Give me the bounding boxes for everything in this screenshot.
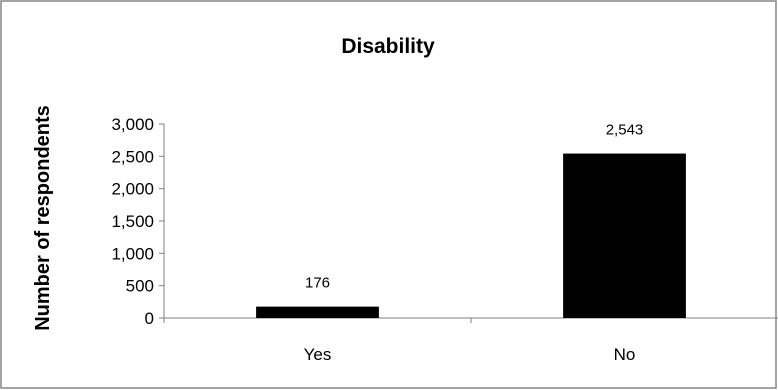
y-tick-label: 2,000 [111, 180, 154, 199]
y-tick-label: 500 [126, 277, 154, 296]
y-tick-label: 1,500 [111, 212, 154, 231]
bar-no [563, 153, 686, 318]
data-label: 2,543 [606, 122, 644, 139]
chart-title: Disability [341, 35, 435, 58]
category-label: No [614, 345, 636, 364]
data-label: 176 [305, 275, 330, 292]
y-tick-label: 3,000 [111, 115, 154, 134]
category-label: Yes [304, 345, 332, 364]
y-tick-label: 2,500 [111, 147, 154, 166]
bar-yes [256, 306, 379, 318]
plot-area: 0 500 1,000 1,500 2,000 2,500 3,000 176 Yes 2,543… [111, 115, 778, 364]
y-tick-label: 0 [145, 309, 154, 328]
y-tick-label: 1,000 [111, 244, 154, 263]
y-axis-title: Number of respondents [32, 105, 54, 331]
